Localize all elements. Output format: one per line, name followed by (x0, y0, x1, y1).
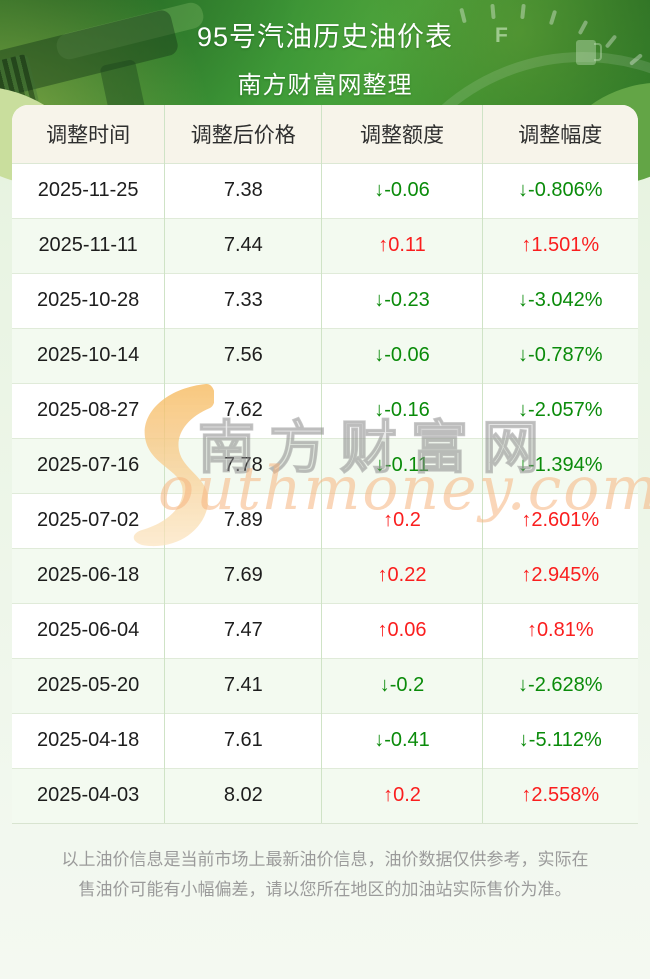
cell-change: ↓-0.06 (321, 163, 483, 218)
cell-price: 7.69 (164, 548, 322, 603)
table-row: 2025-05-20 7.41 ↓-0.2 ↓-2.628% (12, 658, 638, 713)
table-row: 2025-06-18 7.69 ↑0.22 ↑2.945% (12, 548, 638, 603)
cell-adjust-date: 2025-07-02 (36, 509, 140, 531)
col-header-adjusted-price: 调整后价格 (164, 105, 322, 163)
cell-change: ↑0.11 (321, 218, 483, 273)
cell-change-rate: ↑2.558% (481, 768, 638, 823)
cell-change-rate: ↓-3.042% (481, 273, 638, 328)
disclaimer-note: 以上油价信息是当前市场上最新油价信息，油价数据仅供参考，实际在售油价可能有小幅偏… (61, 850, 589, 899)
cell-price: 7.47 (164, 603, 322, 658)
cell-change-rate: ↓-0.787% (481, 328, 638, 383)
cell-price: 7.33 (164, 273, 322, 328)
col-header-adjust-amount: 调整额度 (321, 105, 483, 163)
table-row: 2025-10-28 7.33 ↓-0.23 ↓-3.042% (12, 273, 638, 328)
cell-change: ↑0.2 (321, 493, 483, 548)
cell-price: 8.02 (164, 768, 322, 823)
cell-price: 7.38 (164, 163, 322, 218)
cell-price: 7.44 (164, 218, 322, 273)
hero-banner: F 95号汽油历史油价表 南方财富网整理 (0, 0, 650, 118)
cell-adjust-date: 2025-07-16 (36, 454, 140, 476)
cell-adjust-date: 2025-10-28 (36, 289, 140, 311)
cell-adjust-date: 2025-04-18 (36, 729, 140, 751)
price-table-card: 调整时间 调整后价格 调整额度 调整幅度 2025-11-25 7.38 ↓-0… (12, 105, 638, 824)
table-row: 2025-07-16 7.78 ↓-0.11 ↓-1.394% (12, 438, 638, 493)
table-row: 2025-04-18 7.61 ↓-0.41 ↓-5.112% (12, 713, 638, 768)
cell-change: ↓-0.41 (321, 713, 483, 768)
cell-adjust-date: 2025-04-03 (36, 784, 140, 807)
cell-price: 7.56 (164, 328, 322, 383)
cell-price: 7.62 (164, 383, 322, 438)
cell-change-rate: ↑2.601% (481, 493, 638, 548)
cell-price: 7.78 (164, 438, 322, 493)
price-table: 调整时间 调整后价格 调整额度 调整幅度 2025-11-25 7.38 ↓-0… (12, 105, 638, 823)
cell-change-rate: ↓-5.112% (481, 713, 638, 768)
table-row: 2025-10-14 7.56 ↓-0.06 ↓-0.787% (12, 328, 638, 383)
cell-change: ↓-0.16 (321, 383, 483, 438)
price-table-body: 2025-11-25 7.38 ↓-0.06 ↓-0.806% 2025-11-… (12, 163, 638, 823)
cell-change-rate: ↓-0.806% (481, 163, 638, 218)
cell-change: ↓-0.23 (321, 273, 483, 328)
cell-adjust-date: 2025-11-25 (37, 179, 139, 201)
cell-adjust-date: 2025-06-18 (36, 564, 140, 586)
cell-change: ↑0.22 (321, 548, 483, 603)
cell-price: 7.61 (164, 713, 322, 768)
cell-change: ↓-0.11 (321, 438, 483, 493)
table-row: 2025-08-27 7.62 ↓-0.16 ↓-2.057% (12, 383, 638, 438)
table-row: 2025-11-25 7.38 ↓-0.06 ↓-0.806% (12, 163, 638, 218)
table-row: 2025-04-03 8.02 ↑0.2 ↑2.558% (12, 768, 638, 823)
cell-change: ↓-0.06 (321, 328, 483, 383)
cell-change-rate: ↑1.501% (481, 218, 638, 273)
cell-adjust-date: 2025-05-20 (36, 674, 140, 696)
cell-adjust-date: 2025-11-11 (38, 234, 138, 256)
cell-adjust-date: 2025-06-04 (36, 619, 140, 641)
gauge-full-label: F (495, 24, 508, 47)
cell-change: ↑0.06 (321, 603, 483, 658)
cell-change-rate: ↓-2.057% (481, 383, 638, 438)
page-title: 95号汽油历史油价表 (196, 22, 454, 52)
table-row: 2025-11-11 7.44 ↑0.11 ↑1.501% (12, 218, 638, 273)
page-subtitle: 南方财富网整理 (237, 72, 413, 99)
cell-change: ↑0.2 (321, 768, 483, 823)
col-header-adjust-rate: 调整幅度 (481, 105, 638, 163)
cell-price: 7.41 (164, 658, 322, 713)
col-header-adjust-time: 调整时间 (12, 105, 165, 163)
table-row: 2025-07-02 7.89 ↑0.2 ↑2.601% (12, 493, 638, 548)
cell-change-rate: ↑0.81% (481, 603, 638, 658)
cell-adjust-date: 2025-10-14 (36, 344, 140, 366)
table-header-row: 调整时间 调整后价格 调整额度 调整幅度 (12, 105, 638, 163)
cell-price: 7.89 (164, 493, 322, 548)
cell-change-rate: ↓-1.394% (481, 438, 638, 493)
pump-glyph-icon (576, 40, 602, 65)
cell-change: ↓-0.2 (321, 658, 483, 713)
cell-change-rate: ↓-2.628% (481, 658, 638, 713)
cell-adjust-date: 2025-08-27 (36, 399, 140, 421)
table-row: 2025-06-04 7.47 ↑0.06 ↑0.81% (12, 603, 638, 658)
cell-change-rate: ↑2.945% (481, 548, 638, 603)
